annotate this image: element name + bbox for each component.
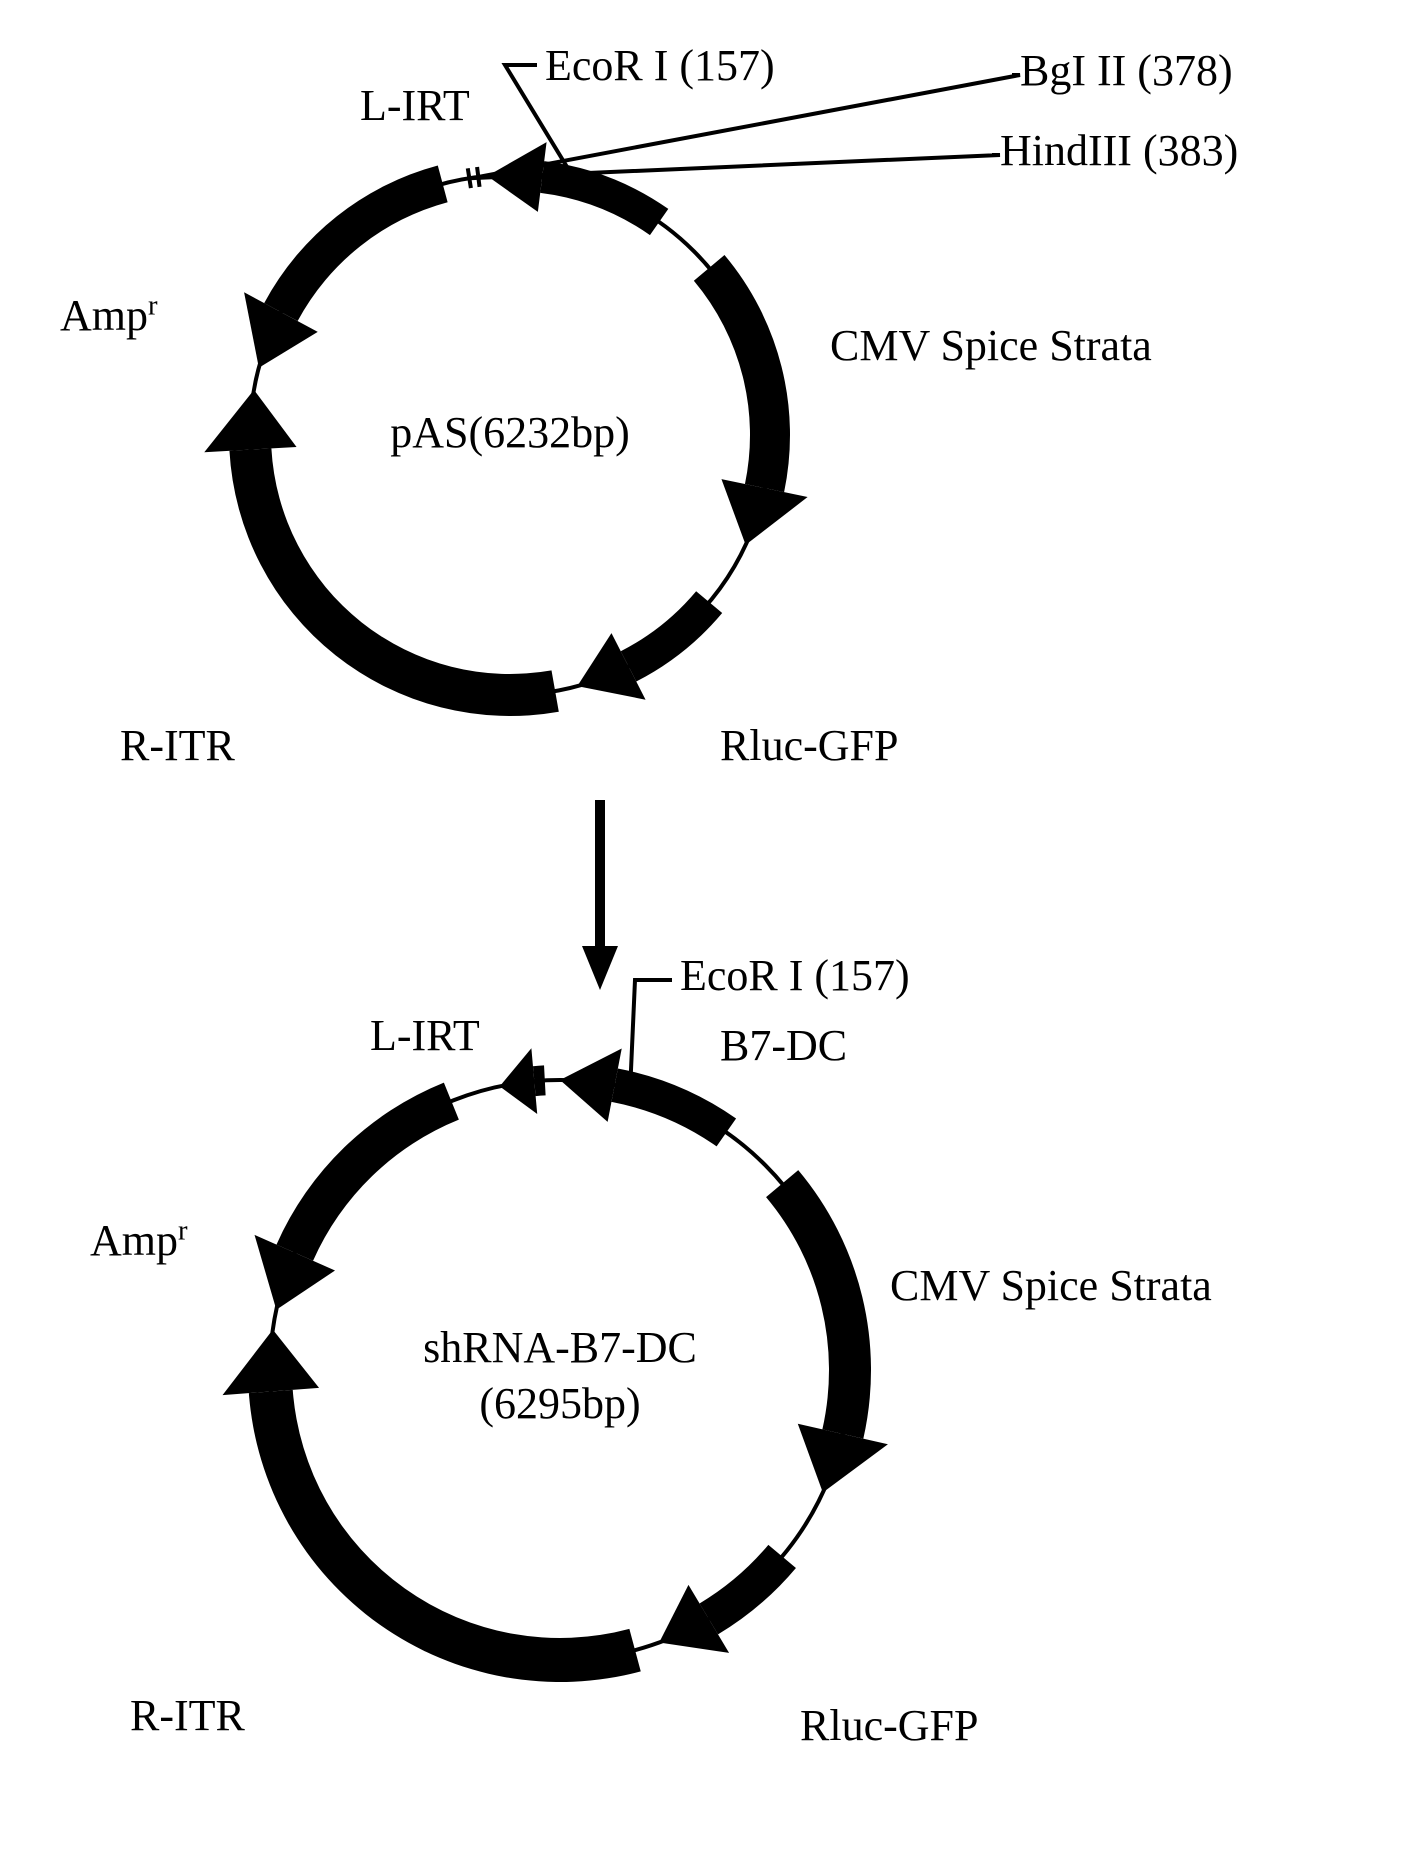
feature-arc [264,166,447,322]
feature-arc [229,448,558,716]
connector-arrow-head [582,946,618,990]
feature-arrowhead [798,1424,888,1493]
feature-arrowhead [560,1048,622,1121]
plasmid1-feature-label: Rluc-GFP [720,721,898,770]
plasmid1-feature-label: CMV Spice Strata [830,321,1152,370]
feature-arrowhead [204,390,296,452]
feature-arrowhead [223,1330,320,1395]
plasmid1-feature-label: Ampr [60,291,158,340]
feature-arrowhead [500,1048,538,1114]
feature-arrowhead [721,479,807,545]
feature-arc [276,1083,458,1261]
plasmid1-name: pAS(6232bp) [390,408,630,457]
plasmid1-feature-label: R-ITR [120,721,236,770]
feature-arc [621,591,722,681]
plasmid1-site-label: HindIII (383) [1000,126,1238,175]
feature-arc [249,1390,641,1682]
feature-arc [694,255,790,492]
plasmid2-name: (6295bp) [479,1379,640,1428]
plasmid1-site-label: BgI II (378) [1020,46,1233,95]
plasmid2-site-leader [630,980,672,1089]
plasmid1-site-tick [468,168,471,188]
plasmid1-site-label: EcoR I (157) [545,41,775,90]
feature-arc [700,1545,796,1635]
plasmid2-feature-label: B7-DC [720,1021,847,1070]
plasmid2-feature-label: Ampr [90,1216,188,1265]
plasmid2-feature-label: L-IRT [370,1011,480,1060]
plasmid1-site-leader [478,75,1020,177]
plasmid2-feature-label: Rluc-GFP [800,1701,978,1750]
plasmid2-name: shRNA-B7-DC [423,1323,697,1372]
plasmid2-feature-label: CMV Spice Strata [890,1261,1212,1310]
plasmid1-feature-label: L-IRT [360,81,470,130]
feature-arc [766,1170,871,1439]
plasmid2-feature-label: R-ITR [130,1691,246,1740]
plasmid2-site-label: EcoR I (157) [680,951,910,1000]
